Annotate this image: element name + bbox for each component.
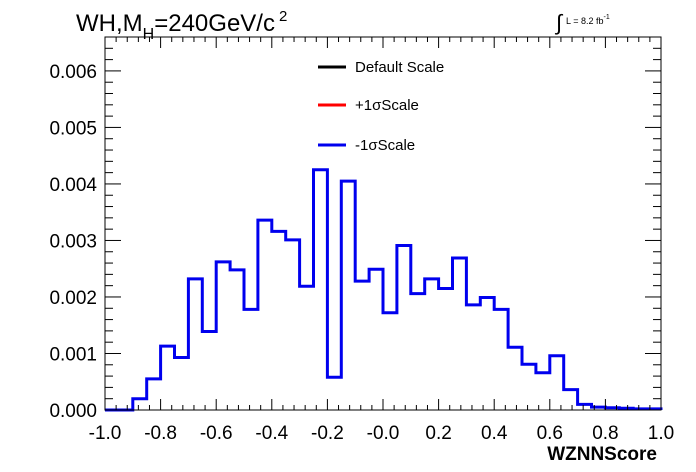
legend-label: +1σScale: [355, 97, 419, 114]
y-tick-label: 0.000: [49, 401, 97, 422]
y-tick-label: 0.004: [49, 175, 97, 196]
x-tick-label: -0.2: [311, 423, 344, 444]
x-tick-label: 0.6: [537, 423, 563, 444]
x-tick-label: -0.8: [144, 423, 177, 444]
x-axis-label: WZNNScore: [547, 444, 657, 465]
x-tick-label: 0.4: [481, 423, 508, 444]
x-tick-label: -0.0: [367, 423, 400, 444]
series-layer: [105, 168, 663, 412]
title-superscript: 2: [278, 8, 288, 25]
x-tick-label: -0.6: [200, 423, 233, 444]
x-tick-label: 0.8: [592, 423, 618, 444]
luminosity-text: L = 8.2 fb: [566, 16, 604, 26]
luminosity-label: ∫ L = 8.2 fb-1: [556, 10, 610, 36]
axis-layer: -1.0 -0.8 -0.6 -0.4 -0.2 -0.0 0.2 0.4 0.6 0.8 1.0 0…: [49, 36, 674, 444]
integral-sign-icon: ∫: [556, 10, 563, 35]
legend-label: -1σScale: [355, 137, 415, 154]
chart-title: WH,MH=240GeV/c 2: [76, 8, 287, 44]
legend: Default Scale +1σScale -1σScale: [318, 59, 444, 154]
legend-label: Default Scale: [355, 59, 444, 76]
luminosity-superscript: -1: [603, 14, 610, 21]
y-tick-label: 0.003: [49, 231, 97, 252]
x-tick-label: -0.4: [255, 423, 288, 444]
y-tick-label: 0.001: [49, 344, 97, 365]
title-value: =240GeV/c: [154, 10, 275, 37]
title-subscript: H: [142, 26, 155, 43]
title-prefix: WH,M: [76, 10, 143, 37]
y-tick-label: 0.002: [49, 288, 97, 309]
series-line-3: [105, 168, 663, 412]
x-tick-label: -1.0: [89, 423, 122, 444]
y-tick-label: 0.005: [49, 118, 97, 139]
y-tick-label: 0.006: [49, 62, 97, 83]
x-tick-label: 0.2: [425, 423, 451, 444]
x-tick-label: 1.0: [648, 423, 674, 444]
